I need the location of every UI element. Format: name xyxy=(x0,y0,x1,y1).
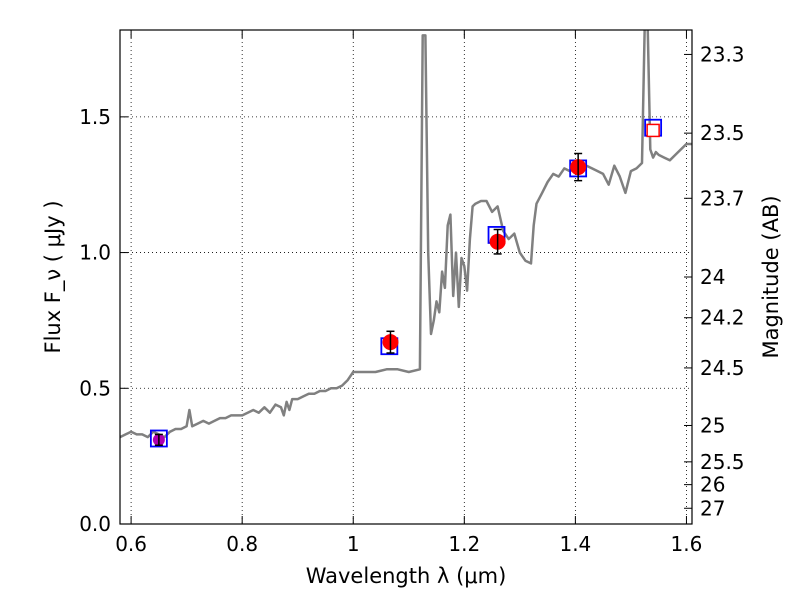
y2-tick-label-1: 23.5 xyxy=(700,121,745,145)
x-axis: 0.6 0.8 1 1.2 1.4 1.6 xyxy=(115,30,702,556)
x-tick-label-3: 1.2 xyxy=(448,532,480,556)
y2-tick-label-5: 24.5 xyxy=(700,356,745,380)
y2-tick-label-9: 27 xyxy=(700,496,725,520)
upper-limit-0 xyxy=(646,123,660,138)
y2-tick-label-7: 25.5 xyxy=(700,450,745,474)
y-tick-label-3: 1.5 xyxy=(79,105,111,129)
y-tick-label-1: 0.5 xyxy=(79,376,111,400)
x-tick-label-4: 1.4 xyxy=(559,532,591,556)
x-tick-label-2: 1 xyxy=(347,532,360,556)
y2-tick-label-6: 25 xyxy=(700,413,725,437)
y2-axis-label: Magnitude (AB) xyxy=(759,195,783,358)
upper-limits xyxy=(646,123,660,138)
model-point-0 xyxy=(149,429,168,448)
x-tick-label-5: 1.6 xyxy=(671,532,703,556)
spectrum-line xyxy=(120,30,692,439)
x-tick-label-0: 0.6 xyxy=(115,532,147,556)
y2-tick-label-8: 26 xyxy=(700,473,725,497)
y-axis-label: Flux F_ν ( μJy ) xyxy=(41,200,66,353)
y-tick-label-2: 1.0 xyxy=(79,241,111,265)
plot-area xyxy=(120,30,692,524)
y2-tick-label-3: 24 xyxy=(700,265,725,289)
x-tick-label-1: 0.8 xyxy=(226,532,258,556)
observed-photometry xyxy=(152,152,587,447)
y-tick-label-0: 0.0 xyxy=(79,512,111,536)
model-spectrum xyxy=(120,30,692,439)
y-axis: 0.0 0.5 1.0 1.5 xyxy=(79,105,128,536)
x-axis-label: Wavelength λ (μm) xyxy=(306,564,507,588)
y2-tick-label-2: 23.7 xyxy=(700,186,745,210)
y2-tick-label-4: 24.2 xyxy=(700,306,745,330)
y2-tick-label-0: 23.3 xyxy=(700,42,745,66)
